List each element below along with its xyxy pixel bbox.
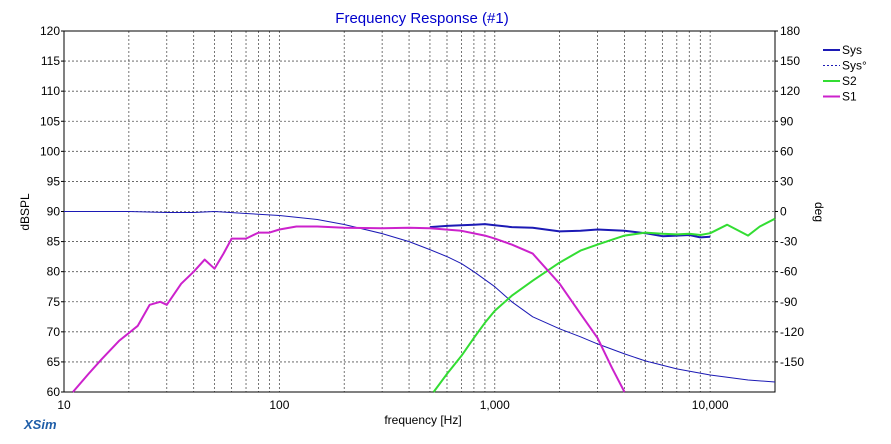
grid-layer [64, 31, 775, 392]
y-tick-label-left: 120 [40, 24, 60, 38]
y-tick-label-left: 100 [40, 144, 60, 158]
x-tick-label: 10 [57, 398, 71, 412]
x-tick-label: 100 [269, 398, 289, 412]
y-tick-label-left: 85 [47, 235, 61, 249]
y-tick-label-right: 60 [780, 144, 794, 158]
y-axis-label-left: dBSPL [18, 193, 32, 231]
legend-label: S1 [842, 90, 857, 104]
legend-label: Sys° [842, 59, 867, 73]
series-layer [64, 211, 776, 393]
y-tick-label-left: 110 [41, 84, 60, 98]
y-tick-label-left: 115 [41, 54, 60, 68]
y-tick-label-left: 80 [47, 265, 61, 279]
y-tick-label-left: 70 [47, 325, 61, 339]
tick-layer: 6065707580859095100105110115120-150-120-… [40, 24, 804, 412]
y-tick-label-left: 95 [47, 174, 61, 188]
y-tick-label-right: -60 [780, 265, 798, 279]
x-tick-label: 10,000 [692, 398, 729, 412]
series-line-s1 [72, 225, 626, 393]
y-tick-label-right: -30 [780, 235, 798, 249]
y-axis-label-right: deg [812, 202, 826, 222]
y-tick-label-left: 90 [47, 205, 61, 219]
series-line-s2 [432, 217, 776, 393]
y-tick-label-left: 60 [47, 385, 61, 399]
legend-label: S2 [842, 74, 857, 88]
y-tick-label-left: 65 [47, 355, 61, 369]
series-line-sys [429, 223, 711, 239]
x-axis-label: frequency [Hz] [384, 413, 461, 427]
y-tick-label-right: 180 [780, 24, 800, 38]
y-tick-label-right: 0 [780, 205, 787, 219]
brand-logo: XSim [23, 417, 57, 432]
legend-label: Sys [842, 43, 862, 57]
y-tick-label-right: -150 [780, 355, 804, 369]
x-tick-label: 1,000 [480, 398, 510, 412]
y-tick-label-right: -90 [780, 295, 798, 309]
y-tick-label-right: 30 [780, 174, 794, 188]
y-tick-label-left: 75 [47, 295, 61, 309]
y-tick-label-left: 105 [40, 114, 60, 128]
y-tick-label-right: 120 [780, 84, 800, 98]
y-tick-label-right: 90 [780, 114, 794, 128]
series-line-sysphase [64, 211, 776, 383]
legend: Sys Sys°S2 S1 [823, 43, 867, 104]
chart-title: Frequency Response (#1) [335, 10, 508, 27]
y-tick-label-right: -120 [780, 325, 804, 339]
y-tick-label-right: 150 [780, 54, 800, 68]
